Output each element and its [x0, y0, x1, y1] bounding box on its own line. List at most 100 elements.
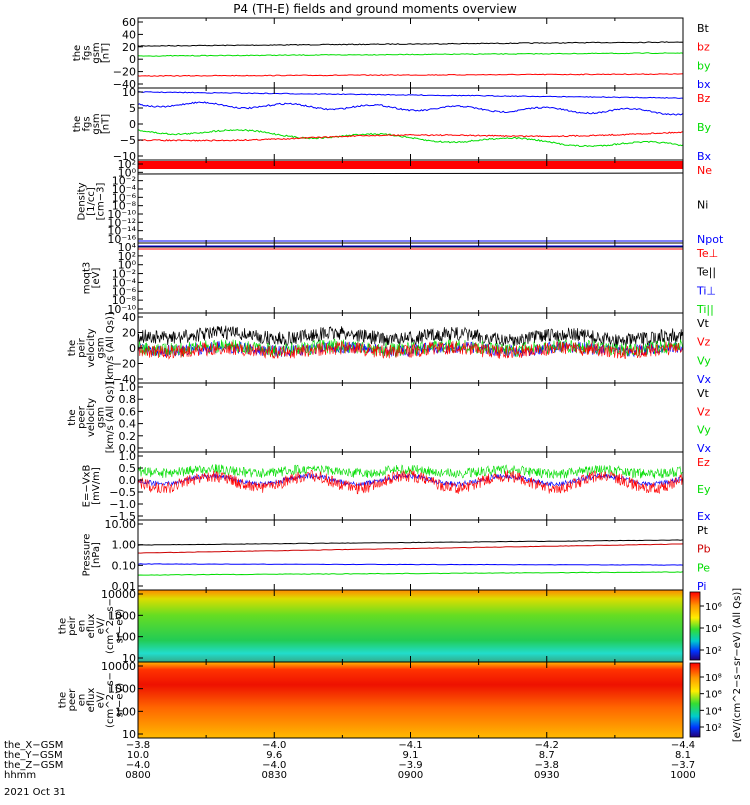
colorbar-tick-label: 10²	[705, 723, 722, 734]
panel-peer-en: 10000 1000 100 10 thepeerenefluxeV/(cm^2−s−s…	[58, 660, 684, 741]
y-tick-label: 10.00	[105, 518, 137, 531]
y-axis-label: gsm	[91, 42, 102, 63]
legend-vt: Vt	[697, 317, 710, 330]
y-axis-label: [km/s (All Qs)]	[105, 312, 116, 384]
y-tick-label: 100	[115, 631, 136, 644]
y-axis-label: gsm	[91, 113, 102, 134]
y-tick-label: 10⁻⁴	[112, 183, 137, 196]
y-tick-label: 1.0	[119, 450, 137, 463]
y-axis-label: [eV]	[91, 268, 102, 289]
legend-ne: Ne	[697, 164, 712, 177]
y-tick-label: 0	[129, 118, 136, 131]
legend-vx: Vx	[697, 442, 712, 455]
colorbars: 10⁶ 10⁴ 10² 10⁸ 10⁶ 10⁴ 10² [eV/(cm^2−s−sr−eV) …	[689, 588, 743, 742]
y-axis-label: eflux	[86, 614, 97, 639]
y-tick-label: −10	[113, 150, 136, 163]
y-tick-label: 10⁻¹⁴	[107, 225, 136, 238]
x-tick-value: −3.9	[398, 760, 422, 771]
series-line	[137, 571, 684, 576]
series-line	[137, 52, 684, 57]
y-tick-label: 10	[122, 652, 136, 665]
x-tick-value: 9.6	[266, 750, 282, 761]
legend-vx: Vx	[697, 373, 712, 386]
y-axis-label: peer	[77, 405, 88, 429]
y-tick-label: 10000	[101, 660, 136, 673]
panel-frame	[137, 159, 684, 244]
y-tick-label: 10⁴	[118, 241, 137, 254]
y-tick-label: −1.0	[109, 498, 136, 511]
x-row-label: the_X−GSM	[4, 740, 63, 751]
y-tick-label: 10⁻⁴	[112, 276, 137, 289]
legend-pe: Pe	[697, 561, 710, 574]
legend-vy: Vy	[697, 354, 711, 367]
y-tick-label: 0.8	[119, 393, 137, 406]
x-row-label: hhmm	[4, 770, 36, 781]
y-axis-label: eV/	[96, 691, 107, 708]
y-tick-label: 0	[129, 53, 136, 66]
colorbar-tick-label: 10⁴	[705, 706, 722, 717]
x-tick-value: 0830	[262, 770, 287, 781]
y-tick-label: −20	[113, 358, 136, 371]
y-tick-label: 1000	[108, 609, 136, 622]
colorbar-tick-label: 10⁸	[705, 673, 722, 684]
y-tick-label: 100	[115, 705, 136, 718]
panel-pressure: 10.00 1.00 0.10 0.01 Pressure[nPa] Pt Pb Pe Pi	[81, 518, 710, 593]
legend-vz: Vz	[697, 336, 711, 349]
y-tick-label: −40	[113, 78, 136, 91]
y-tick-label: 10⁻¹²	[107, 216, 136, 229]
series-line	[137, 172, 684, 175]
y-axis-label: [cm−3]	[96, 183, 107, 221]
x-tick-value: −4.1	[398, 740, 422, 751]
y-tick-label: 10⁻¹⁶	[107, 233, 136, 246]
panel-frame	[137, 519, 684, 591]
y-tick-label: 10⁰	[118, 166, 137, 179]
y-axis-label: the	[58, 692, 69, 708]
colorbar-tick-label: 10⁴	[705, 624, 722, 635]
y-tick-label: 0.4	[119, 418, 137, 431]
y-tick-label: −20	[113, 66, 136, 79]
spectrogram	[138, 662, 683, 738]
y-axis-label: [km/s (All Qs)]	[105, 382, 116, 454]
chart-title: P4 (TH-E) fields and ground moments over…	[233, 2, 517, 16]
x-tick-value: 0800	[125, 770, 150, 781]
panel-peer-vel: 1.00.80.60.40.20.0 thepeervelocitygsm[km/…	[67, 381, 712, 455]
y-tick-label: 0.0	[119, 474, 137, 487]
y-tick-label: 0.6	[119, 405, 137, 418]
y-axis-label: gsm	[96, 407, 107, 428]
x-tick-value: −4.0	[262, 740, 286, 751]
x-tick-value: −3.7	[671, 760, 695, 771]
panel-frame	[137, 382, 684, 453]
x-tick-value: −4.0	[126, 760, 150, 771]
series-line	[137, 563, 684, 566]
y-tick-label: 10²	[118, 250, 136, 263]
y-tick-label: 10⁻⁶	[112, 285, 137, 298]
panel-stack: 6040200−20−40thefgsgsm[nT]Btbzbybx1050−5…	[58, 16, 724, 741]
y-axis-label: [nT]	[100, 114, 111, 134]
colorbar-bottom	[689, 662, 701, 738]
legend-bz: bz	[697, 41, 710, 54]
y-tick-label: 40	[122, 28, 136, 41]
y-axis-label: sr−eV)	[115, 683, 126, 718]
y-axis-label: Pressure	[81, 534, 92, 577]
x-tick-value: −4.0	[262, 760, 286, 771]
colorbar-tick-label: 10⁶	[705, 602, 722, 613]
y-axis-label: gsm	[96, 337, 107, 358]
y-tick-label: 10	[122, 86, 136, 99]
legend-ez: Ez	[697, 456, 710, 469]
y-axis-label: en	[77, 694, 88, 707]
y-tick-label: 10000	[101, 588, 136, 601]
legend-vz: Vz	[697, 405, 711, 418]
x-tick-value: 1000	[670, 770, 695, 781]
y-axis-label: (cm^2−s−	[105, 598, 116, 654]
y-tick-label: 60	[122, 16, 136, 29]
legend-bx: bx	[697, 78, 711, 91]
panel-frame	[137, 87, 684, 161]
y-tick-label: 1.00	[112, 539, 137, 552]
legend-pb: Pb	[697, 543, 711, 556]
series-line	[137, 341, 684, 358]
x-tick-value: 10.0	[127, 750, 149, 761]
y-tick-label: 0.5	[119, 462, 137, 475]
